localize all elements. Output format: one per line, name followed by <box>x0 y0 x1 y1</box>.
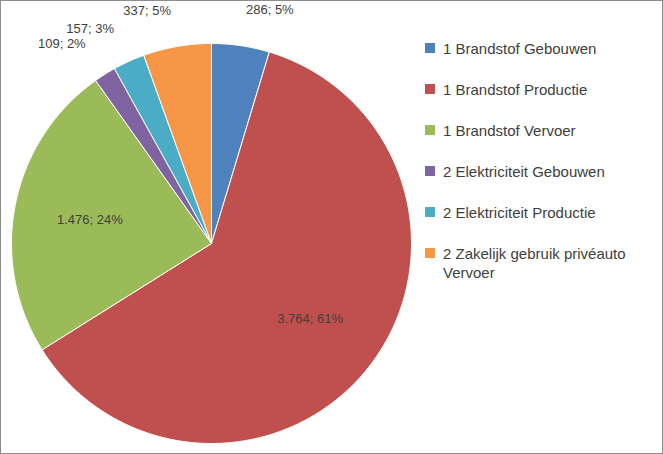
svg-text:3.764; 61%: 3.764; 61% <box>277 311 343 326</box>
html-text:2 Zakelijk gebruik privéauto V: 2 Zakelijk gebruik privéauto Vervoer <box>443 245 626 281</box>
html-text:1 Brandstof Productie: 1 Brandstof Productie <box>443 81 588 98</box>
html-text:1 Brandstof Gebouwen: 1 Brandstof Gebouwen <box>443 40 597 57</box>
svg-text:1.476; 24%: 1.476; 24% <box>57 212 123 227</box>
svg-text:337; 5%: 337; 5% <box>123 3 171 18</box>
svg-text:286; 5%: 286; 5% <box>246 2 294 17</box>
html-text:2 Elektriciteit Gebouwen: 2 Elektriciteit Gebouwen <box>443 163 605 180</box>
svg-text:157; 3%: 157; 3% <box>66 21 114 36</box>
svg-text:109; 2%: 109; 2% <box>38 36 86 51</box>
html-text:2 Elektriciteit Productie: 2 Elektriciteit Productie <box>443 204 596 221</box>
html-text:1 Brandstof Vervoer: 1 Brandstof Vervoer <box>443 122 576 139</box>
